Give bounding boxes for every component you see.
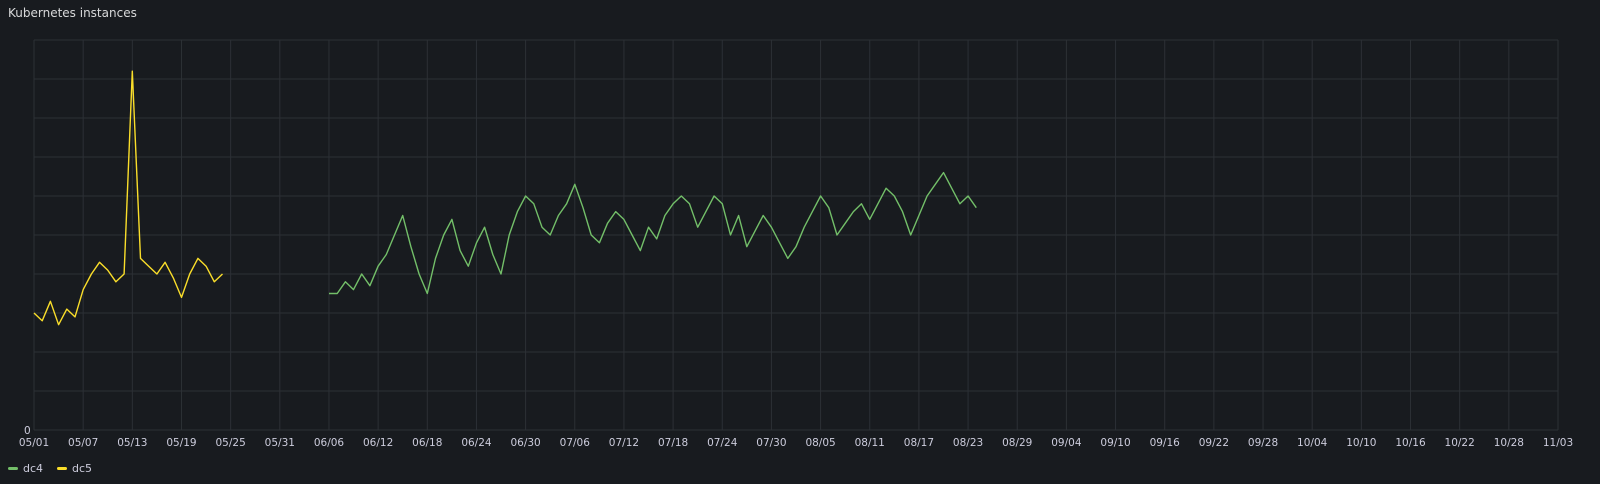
x-tick-label: 06/18	[412, 437, 442, 449]
legend-item-dc5[interactable]: dc5	[57, 462, 92, 475]
x-tick-label: 10/22	[1445, 437, 1475, 449]
x-tick-label: 05/31	[265, 437, 295, 449]
x-tick-label: 05/07	[68, 437, 98, 449]
x-tick-label: 06/24	[461, 437, 492, 449]
x-tick-label: 05/13	[117, 437, 147, 449]
x-tick-label: 07/12	[609, 437, 639, 449]
y-tick-label: 0	[24, 425, 31, 437]
x-tick-label: 06/30	[510, 437, 540, 449]
x-tick-label: 08/05	[805, 437, 835, 449]
x-tick-label: 11/03	[1543, 437, 1573, 449]
x-tick-label: 07/30	[756, 437, 786, 449]
x-tick-label: 05/01	[19, 437, 49, 449]
x-tick-label: 09/10	[1100, 437, 1130, 449]
x-tick-label: 10/16	[1395, 437, 1426, 449]
x-axis: 05/01 05/07 05/13 05/19 05/25 05/31 06/06 06/12…	[19, 437, 1573, 449]
legend-swatch-icon	[8, 467, 18, 470]
x-tick-label: 10/28	[1494, 437, 1524, 449]
x-tick-label: 08/23	[953, 437, 983, 449]
x-tick-label: 05/19	[166, 437, 196, 449]
x-tick-label: 06/06	[314, 437, 345, 449]
panel-title[interactable]: Kubernetes instances	[8, 6, 137, 20]
series-line-dc5[interactable]	[33, 70, 223, 326]
x-tick-label: 09/16	[1150, 437, 1181, 449]
x-tick-label: 05/25	[216, 437, 246, 449]
legend-label: dc5	[72, 462, 93, 475]
chart-legend: dc4 dc5	[8, 462, 92, 475]
x-tick-label: 09/28	[1248, 437, 1278, 449]
x-tick-label: 08/11	[855, 437, 885, 449]
x-tick-label: 09/22	[1199, 437, 1229, 449]
x-tick-label: 10/04	[1297, 437, 1328, 449]
x-tick-label: 07/06	[560, 437, 591, 449]
chart-grid	[33, 39, 1559, 431]
legend-swatch-icon	[57, 467, 68, 470]
x-tick-label: 08/17	[904, 437, 934, 449]
legend-label: dc4	[23, 462, 44, 475]
x-tick-label: 08/29	[1002, 437, 1032, 449]
x-tick-label: 07/18	[658, 437, 688, 449]
chart-series	[33, 70, 977, 326]
y-axis: 0	[24, 425, 31, 437]
series-line-dc4[interactable]	[329, 171, 977, 295]
x-tick-label: 07/24	[707, 437, 738, 449]
x-tick-label: 06/12	[363, 437, 393, 449]
legend-item-dc4[interactable]: dc4	[8, 462, 43, 475]
x-tick-label: 10/10	[1346, 437, 1376, 449]
x-tick-label: 09/04	[1051, 437, 1082, 449]
